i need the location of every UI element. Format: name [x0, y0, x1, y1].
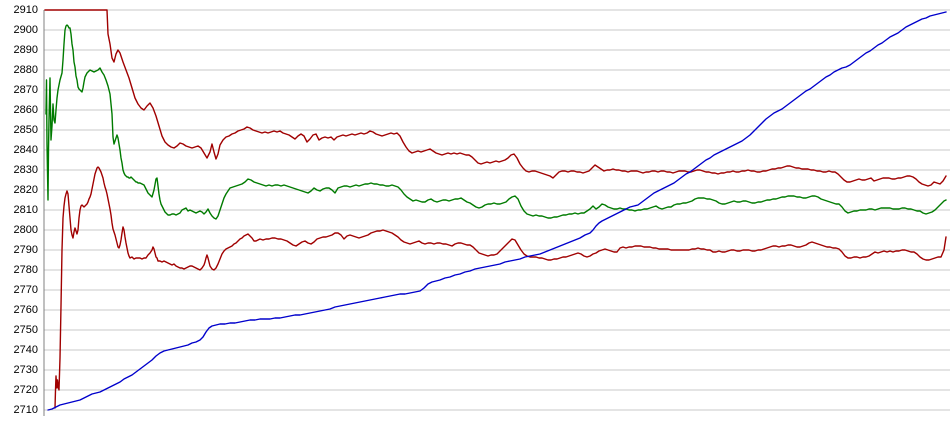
- y-axis-label: 2750: [13, 324, 38, 336]
- y-axis-label: 2870: [13, 84, 38, 96]
- y-axis-label: 2880: [13, 64, 38, 76]
- series-upper-red-line: [44, 9, 947, 187]
- y-axis-label: 2840: [13, 144, 38, 156]
- y-axis-label: 2730: [13, 364, 38, 376]
- y-axis-label: 2800: [13, 224, 38, 236]
- y-axis-label: 2740: [13, 344, 38, 356]
- y-axis-label: 2860: [13, 104, 38, 116]
- y-axis-label: 2810: [13, 204, 38, 216]
- y-axis-label: 2820: [13, 184, 38, 196]
- y-axis-label: 2790: [13, 244, 38, 256]
- y-axis-label: 2710: [13, 404, 38, 416]
- y-axis-label: 2760: [13, 304, 38, 316]
- y-axis-label: 2910: [13, 4, 38, 16]
- series-blue-line: [47, 11, 947, 411]
- series-green-line: [45, 24, 947, 220]
- y-axis-label: 2850: [13, 124, 38, 136]
- y-axis-label: 2830: [13, 164, 38, 176]
- y-axis-label: 2900: [13, 24, 38, 36]
- y-axis-label: 2770: [13, 284, 38, 296]
- series-lower-red-line: [54, 166, 947, 409]
- y-axis-label: 2890: [13, 44, 38, 56]
- y-axis-label: 2780: [13, 264, 38, 276]
- y-axis-label: 2720: [13, 384, 38, 396]
